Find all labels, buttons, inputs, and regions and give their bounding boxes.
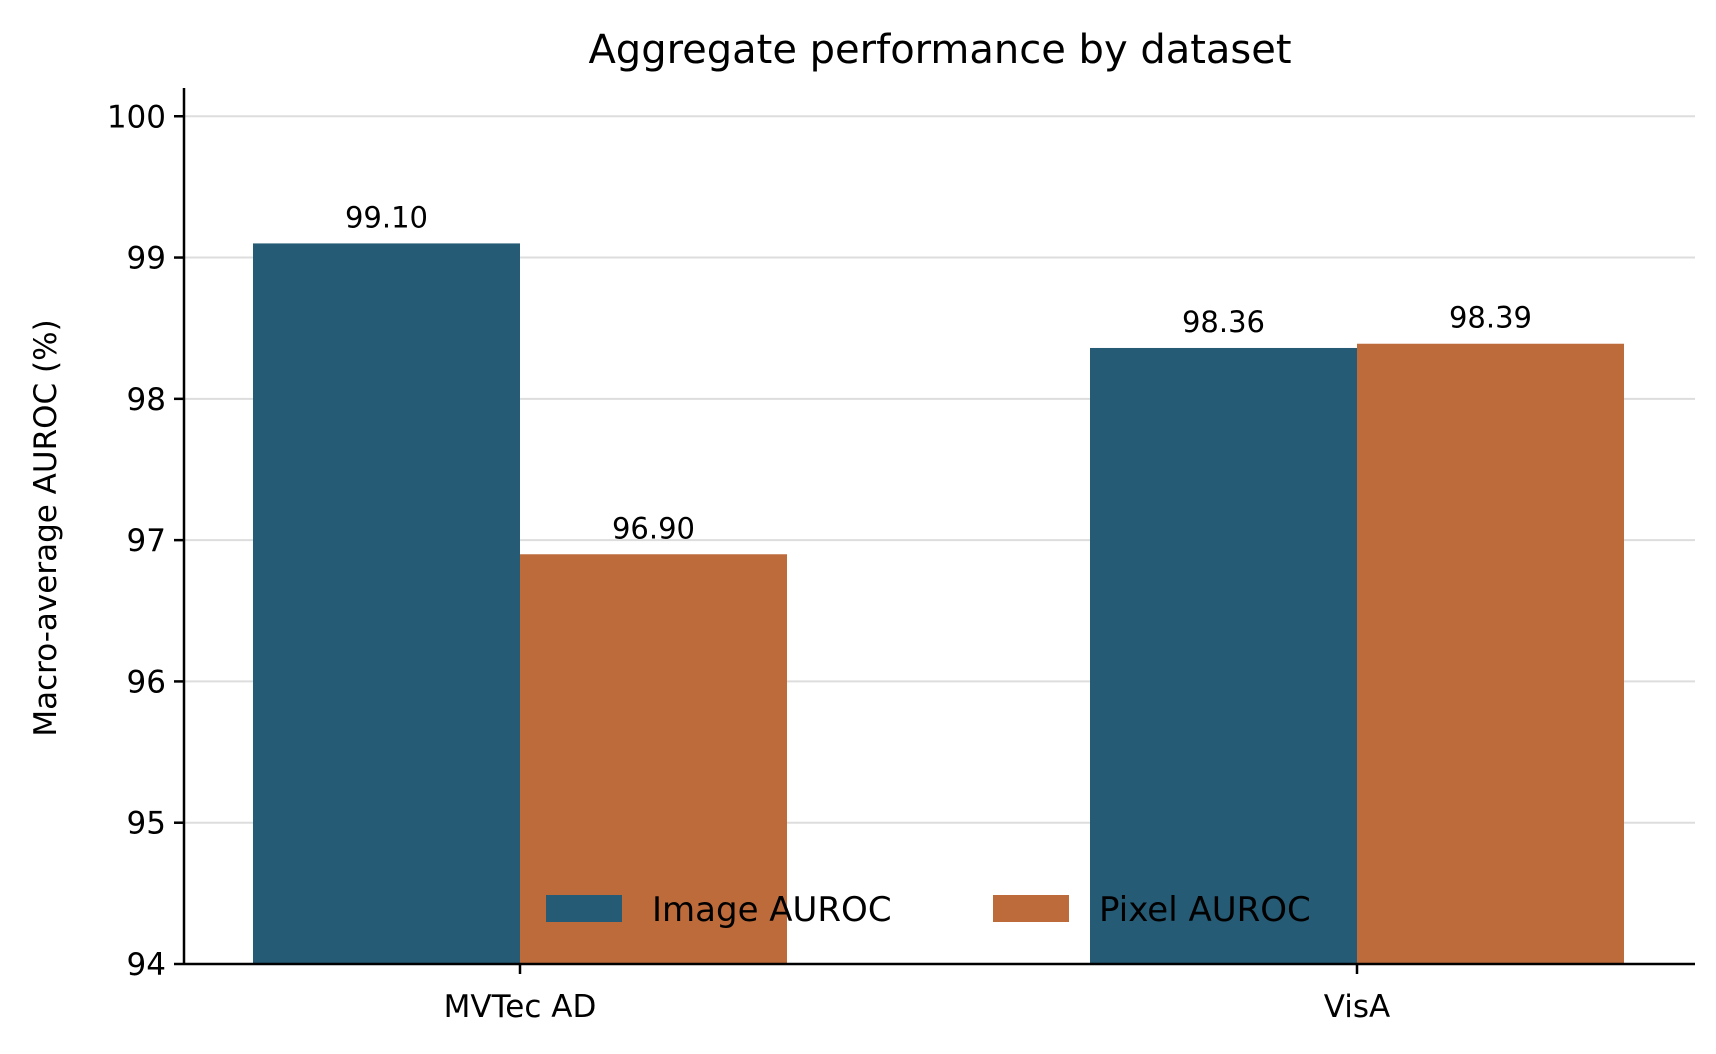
y-tick-label: 96: [127, 664, 166, 700]
x-tick-label: MVTec AD: [444, 989, 597, 1025]
y-tick-label: 97: [127, 523, 166, 559]
bar-pixel-auroc-visa: [1357, 343, 1624, 964]
y-tick-label: 94: [127, 947, 166, 983]
chart-title: Aggregate performance by dataset: [588, 27, 1291, 73]
legend-label: Image AUROC: [652, 890, 892, 930]
y-tick-label: 99: [127, 241, 166, 277]
bar-image-auroc-visa: [1090, 347, 1357, 964]
y-axis-label: Macro-average AUROC (%): [28, 319, 64, 736]
data-label: 98.36: [1182, 305, 1265, 339]
legend-label: Pixel AUROC: [1099, 890, 1311, 930]
legend-swatch: [546, 895, 622, 922]
bar-image-auroc-mvtec-ad: [253, 243, 520, 964]
axes-layer: 94 95 96 97 98 99 100 MVTec AD VisA: [107, 88, 1695, 1025]
y-tick-label: 95: [127, 806, 166, 842]
data-label: 96.90: [612, 511, 695, 545]
bars-layer: [253, 243, 1624, 964]
x-tick-label: VisA: [1324, 989, 1391, 1025]
y-tick-label: 98: [127, 382, 166, 418]
data-labels-layer: 99.10 98.36 96.90 98.39: [345, 200, 1532, 545]
legend: Image AUROC Pixel AUROC: [546, 890, 1311, 930]
legend-swatch: [993, 895, 1069, 922]
data-label: 99.10: [345, 200, 428, 234]
y-tick-label: 100: [107, 99, 166, 135]
data-label: 98.39: [1449, 301, 1532, 335]
